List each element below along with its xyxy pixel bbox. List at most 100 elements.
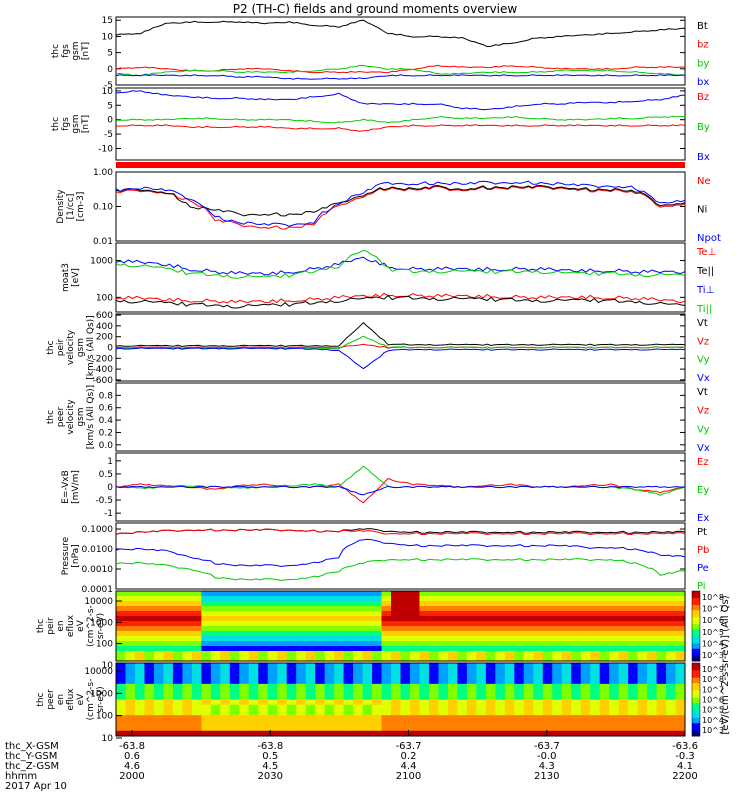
panel-2-ytick: 0 — [107, 116, 113, 126]
panel-9-cell — [334, 641, 345, 647]
panel-10-cell — [409, 678, 420, 685]
panel-9-cell — [599, 631, 610, 637]
panel-10-cell — [599, 683, 610, 690]
panel-10-cell — [362, 683, 373, 690]
panel-9-cell — [239, 631, 250, 637]
panel-10-cell — [362, 689, 373, 695]
panel-9-cell — [372, 606, 383, 612]
panel-5-ytick: -200 — [93, 354, 114, 364]
panel-9-cell — [637, 641, 648, 647]
colorbar-1-cell — [692, 627, 700, 630]
panel-10-cell — [125, 683, 136, 690]
panel-9-cell — [153, 606, 164, 612]
panel-10-cell — [476, 678, 487, 685]
panel-10-cell — [362, 663, 373, 669]
colorbar-1-cell — [692, 601, 700, 604]
panel-9-cell — [134, 621, 145, 627]
panel-9-cell — [533, 591, 544, 597]
colorbar-2-cell — [692, 695, 700, 699]
panel-10-cell — [315, 683, 326, 690]
panel-9-cell — [153, 611, 164, 617]
panel-10-cell — [277, 725, 288, 732]
panel-10-cell — [533, 678, 544, 685]
panel-9-cell — [172, 596, 183, 602]
panel-9-cell — [400, 601, 411, 607]
panel-9-cell — [504, 616, 515, 622]
panel-4-ytick: 100 — [96, 293, 113, 303]
panel-10-cell — [201, 730, 212, 737]
panel-9-cell — [504, 631, 515, 637]
panel-9-cell — [609, 616, 620, 622]
panel-9-cell — [485, 656, 496, 662]
colorbar-2-tick: 10^9 — [702, 665, 724, 674]
panel-10-cell — [466, 678, 477, 685]
panel-10-cell — [438, 720, 449, 727]
panel-10-cell — [296, 668, 307, 674]
panel-10-cell — [542, 720, 553, 727]
panel-10-cell — [447, 673, 458, 680]
panel-9-cell — [172, 601, 183, 607]
panel-10-cell — [239, 668, 250, 674]
panel-9-cell — [457, 621, 468, 627]
panel-10-cell — [580, 694, 591, 700]
panel-9-cell — [628, 651, 639, 657]
panel-9-cell — [419, 611, 430, 617]
panel-9-cell — [504, 641, 515, 647]
panel-3-ytick: 1.00 — [93, 168, 113, 178]
panel-9-cell — [533, 651, 544, 657]
panel-9-cell — [628, 596, 639, 602]
panel-9-cell — [258, 646, 269, 652]
panel-10-cell — [457, 715, 468, 721]
panel-9-cell — [533, 611, 544, 617]
panel-10-cell — [675, 678, 686, 685]
panel-9-cell — [419, 626, 430, 632]
panel-10-cell — [172, 663, 183, 669]
panel-9-cell — [590, 611, 601, 617]
colorbar-2-cell — [692, 717, 700, 721]
panel-2-ylabel: thc — [51, 117, 61, 131]
panel-10-cell — [523, 730, 534, 737]
panel-10-cell — [590, 668, 601, 674]
panel-9-cell — [391, 646, 401, 652]
panel-9-cell — [476, 601, 487, 607]
panel-10-cell — [239, 689, 250, 695]
panel-9-cell — [580, 601, 591, 607]
panel-10-ylabel: eflux — [66, 688, 76, 711]
panel-9-cell — [447, 656, 458, 662]
colorbar-2-cell — [692, 703, 700, 706]
panel-10-cell — [267, 725, 278, 732]
panel-10-cell — [248, 704, 259, 711]
panel-10-cell — [296, 725, 307, 732]
panel-10-cell — [599, 673, 610, 680]
panel-7-series-ey — [115, 465, 686, 496]
panel-10-cell — [495, 704, 506, 711]
panel-9-cell — [381, 646, 392, 652]
panel-9-cell — [409, 606, 420, 612]
panel-10-cell — [561, 673, 572, 680]
panel-10-cell — [571, 678, 582, 685]
panel-1-ytick: 10 — [102, 32, 114, 42]
panel-10-cell — [182, 704, 193, 711]
panel-10-cell — [116, 709, 126, 716]
panel-9-cell — [381, 656, 392, 662]
panel-10-cell — [305, 673, 316, 680]
panel-10-cell — [580, 678, 591, 685]
panel-9-cell — [542, 636, 553, 642]
panel-9-cell — [438, 606, 449, 612]
panel-10-cell — [144, 725, 155, 732]
colorbar-1-cell — [692, 624, 700, 627]
panel-9-cell — [428, 596, 439, 602]
panel-10-cell — [134, 673, 145, 680]
panel-10-cell — [571, 663, 582, 669]
panel-10-cell — [495, 689, 506, 695]
panel-10-cell — [248, 663, 259, 669]
panel-10-cell — [305, 689, 316, 695]
panel-9-cell — [125, 646, 136, 652]
panel-9-cell — [277, 641, 288, 647]
panel-10-cell — [343, 663, 354, 669]
panel-9-cell — [153, 651, 164, 657]
panel-9-cell — [542, 641, 553, 647]
panel-9-cell — [485, 636, 496, 642]
panel-10-cell — [495, 668, 506, 674]
panel-9-cell — [675, 611, 686, 617]
